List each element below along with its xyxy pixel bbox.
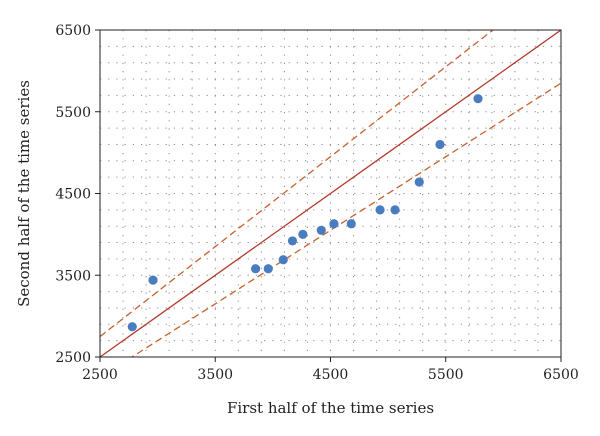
bound-line-dashed (130, 82, 561, 357)
x-tick-label: 5500 (428, 367, 464, 383)
data-point (414, 177, 424, 187)
axis-ticks: 2500 3500 4500 5500 6500 2500 3500 4500 5500 6500 (55, 23, 578, 383)
data-point (263, 264, 273, 274)
data-point (375, 205, 385, 215)
data-point (298, 229, 308, 239)
y-tick-label: 2500 (55, 350, 91, 366)
data-point (148, 275, 158, 285)
x-tick-label: 6500 (543, 367, 579, 383)
x-axis-label: First half of the time series (227, 399, 434, 417)
bound-line-dashed (100, 30, 494, 338)
data-point (346, 219, 356, 229)
x-tick-label: 4500 (313, 367, 349, 383)
data-point (278, 255, 288, 265)
data-point (329, 219, 339, 229)
y-tick-label: 4500 (55, 187, 91, 203)
y-tick-label: 6500 (55, 23, 91, 39)
data-point (390, 205, 400, 215)
data-point (435, 139, 445, 150)
y-axis-label: Second half of the time series (15, 80, 33, 307)
data-point (250, 264, 261, 274)
identity-line (100, 30, 561, 357)
data-points (127, 94, 483, 332)
y-tick-label: 5500 (55, 105, 91, 121)
y-tick-label: 3500 (55, 268, 91, 284)
data-point (316, 225, 326, 235)
x-tick-label: 3500 (197, 367, 233, 383)
data-point (127, 322, 137, 332)
data-point (287, 236, 298, 246)
data-point (473, 94, 483, 104)
reference-lines (100, 30, 561, 357)
x-tick-label: 2500 (82, 367, 118, 383)
